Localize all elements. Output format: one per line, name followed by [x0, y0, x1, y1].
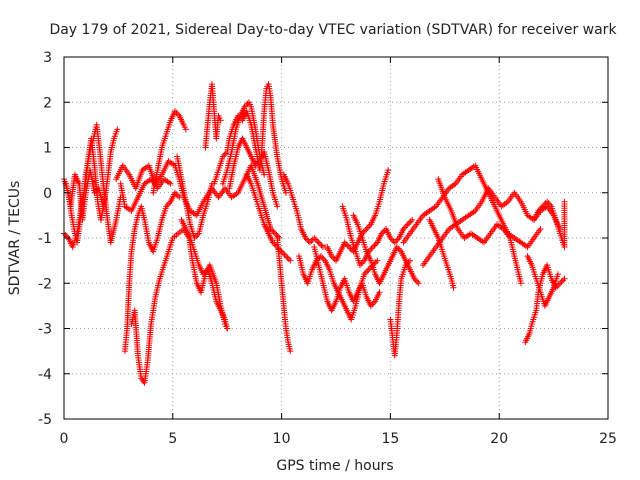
data-point-marker: [450, 284, 457, 291]
data-point-marker: [406, 257, 413, 264]
chart-title: Day 179 of 2021, Sidereal Day-to-day VTE…: [49, 22, 617, 38]
x-axis-label: GPS time / hours: [276, 458, 393, 474]
data-point-marker: [167, 180, 174, 187]
y-tick-label: 2: [43, 95, 52, 111]
data-points: [61, 81, 568, 386]
x-tick-label: 5: [168, 431, 177, 447]
x-tick-label: 20: [490, 431, 508, 447]
y-tick-label: -2: [38, 276, 52, 292]
y-tick-label: -4: [38, 367, 52, 383]
axis-ticks: 0 5 10 15 20 25 -5 -4 -3 -2 -1 0 1 2 3: [38, 50, 617, 447]
x-tick-label: 15: [381, 431, 399, 447]
data-point-marker: [114, 126, 121, 133]
data-point-marker: [217, 117, 224, 124]
data-point-marker: [182, 126, 189, 133]
data-point-marker: [100, 203, 107, 210]
data-point-marker: [176, 194, 183, 201]
data-point-marker: [517, 280, 524, 287]
x-tick-label: 25: [599, 431, 617, 447]
data-point-marker: [561, 275, 568, 282]
y-tick-label: 0: [43, 186, 52, 202]
data-point-marker: [374, 257, 381, 264]
data-point-marker: [376, 289, 383, 296]
data-point-marker: [537, 225, 544, 232]
data-point-marker: [385, 167, 392, 174]
data-point-marker: [561, 198, 568, 205]
y-tick-label: 1: [43, 141, 52, 157]
y-tick-label: -1: [38, 231, 52, 247]
x-tick-label: 10: [273, 431, 291, 447]
data-point-marker: [261, 171, 268, 178]
data-point-marker: [282, 189, 289, 196]
y-tick-label: 3: [43, 50, 52, 66]
y-axis-label: SDTVAR / TECUs: [7, 181, 23, 296]
data-point-marker: [274, 203, 281, 210]
data-point-marker: [409, 216, 416, 223]
x-tick-label: 0: [60, 431, 69, 447]
y-tick-label: -3: [38, 322, 52, 338]
data-point-marker: [415, 280, 422, 287]
data-point-marker: [287, 257, 294, 264]
data-point-marker: [224, 325, 231, 332]
y-tick-label: -5: [38, 412, 52, 428]
data-point-marker: [287, 348, 294, 355]
data-point-marker: [554, 271, 561, 278]
